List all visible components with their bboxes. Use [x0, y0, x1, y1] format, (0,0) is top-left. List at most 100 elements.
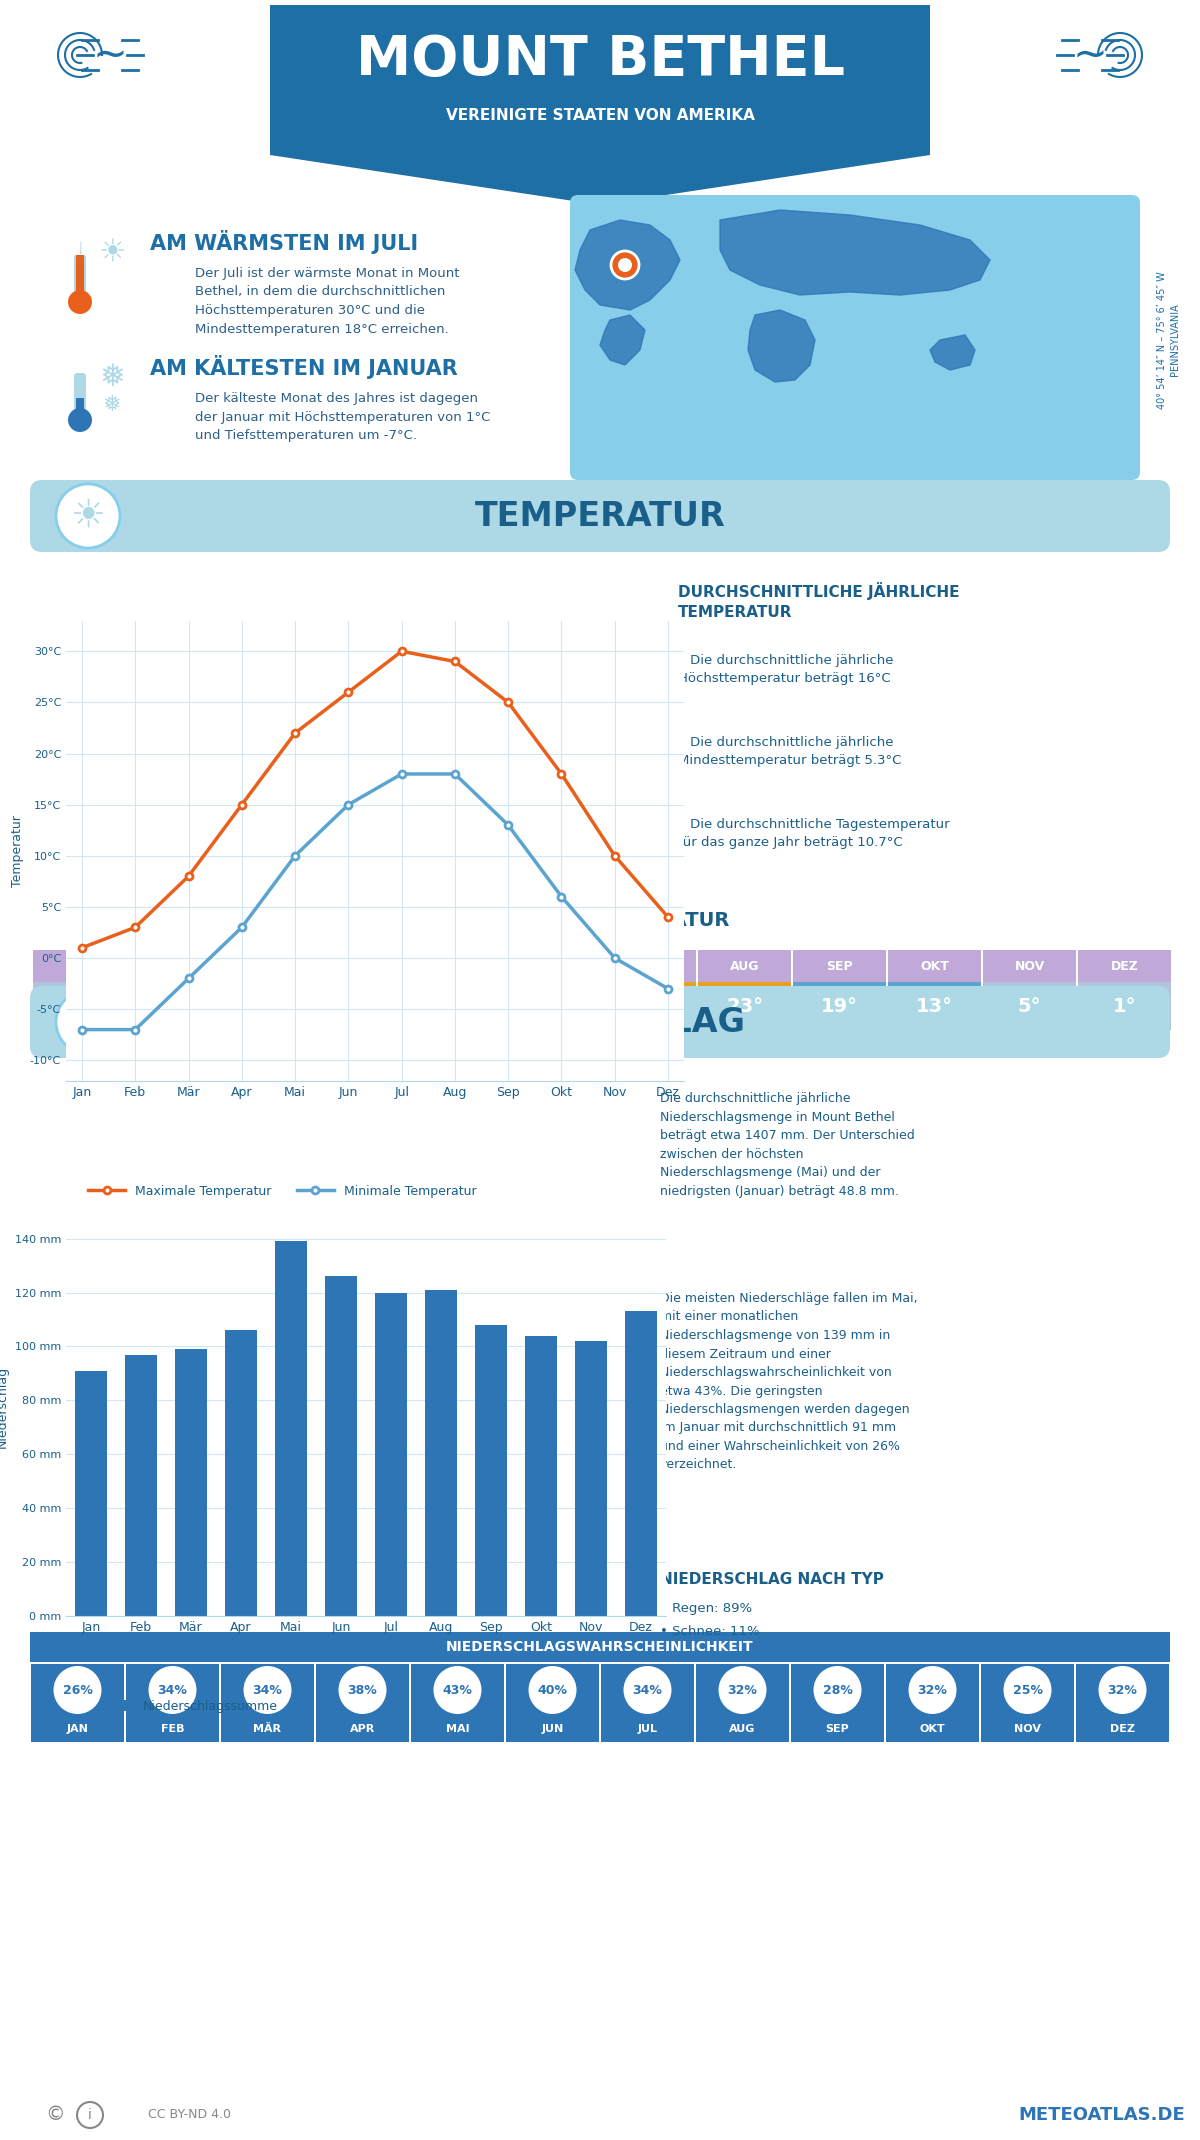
- Bar: [126, 1665, 220, 1742]
- Bar: [374, 1293, 407, 1616]
- Text: i: i: [88, 2108, 92, 2123]
- Text: ☀: ☀: [98, 238, 126, 268]
- Text: JAN: JAN: [67, 959, 92, 972]
- Bar: [793, 982, 886, 1029]
- Circle shape: [56, 991, 120, 1055]
- Text: 9°: 9°: [353, 997, 376, 1016]
- Text: JUN: JUN: [541, 1725, 564, 1733]
- Bar: [221, 1665, 314, 1742]
- Bar: [425, 1290, 457, 1616]
- Circle shape: [814, 1667, 862, 1714]
- Circle shape: [611, 250, 640, 278]
- Circle shape: [908, 1667, 956, 1714]
- Bar: [318, 950, 410, 982]
- Text: 34%: 34%: [632, 1684, 662, 1697]
- Minimale Temperatur: [288, 843, 302, 869]
- Bar: [1076, 1665, 1169, 1742]
- Text: 43%: 43%: [443, 1684, 473, 1697]
- Circle shape: [528, 1667, 576, 1714]
- FancyBboxPatch shape: [74, 255, 86, 300]
- Bar: [413, 982, 506, 1029]
- FancyBboxPatch shape: [570, 195, 1140, 479]
- Minimale Temperatur: [607, 946, 622, 972]
- Text: 20°: 20°: [536, 997, 572, 1016]
- Text: Die meisten Niederschläge fallen im Mai,
mit einer monatlichen
Niederschlagsmeng: Die meisten Niederschläge fallen im Mai,…: [660, 1293, 918, 1472]
- Text: • Regen: 89%: • Regen: 89%: [660, 1603, 752, 1616]
- Text: 40° 54’ 14″ N – 75° 6’ 45″ W: 40° 54’ 14″ N – 75° 6’ 45″ W: [1157, 272, 1166, 409]
- Polygon shape: [930, 336, 974, 370]
- Text: 19°: 19°: [821, 997, 858, 1016]
- Bar: [508, 982, 601, 1029]
- Text: 5°: 5°: [1018, 997, 1042, 1016]
- Text: JAN: JAN: [66, 1725, 89, 1733]
- Minimale Temperatur: [74, 1016, 89, 1042]
- Text: NIEDERSCHLAGSWAHRSCHEINLICHKEIT: NIEDERSCHLAGSWAHRSCHEINLICHKEIT: [446, 1639, 754, 1654]
- Text: NIEDERSCHLAG NACH TYP: NIEDERSCHLAG NACH TYP: [660, 1573, 884, 1588]
- Bar: [76, 255, 84, 300]
- Bar: [982, 1665, 1074, 1742]
- Text: 26%: 26%: [62, 1684, 92, 1697]
- Text: AUG: AUG: [730, 1725, 756, 1733]
- Text: DEZ: DEZ: [1110, 1725, 1135, 1733]
- Bar: [30, 1633, 1170, 1663]
- Text: AUG: AUG: [730, 959, 760, 972]
- Text: SEP: SEP: [826, 959, 853, 972]
- Bar: [34, 950, 126, 982]
- Text: 28%: 28%: [822, 1684, 852, 1697]
- Bar: [128, 982, 221, 1029]
- Text: ☂: ☂: [72, 1006, 104, 1040]
- Maximale Temperatur: [341, 678, 355, 704]
- Text: • Die durchschnittliche jährliche
Höchsttemperatur beträgt 16°C: • Die durchschnittliche jährliche Höchst…: [678, 655, 894, 685]
- Minimale Temperatur: [128, 1016, 143, 1042]
- Text: ∼: ∼: [92, 34, 127, 77]
- Bar: [413, 950, 506, 982]
- Text: MAI: MAI: [446, 959, 473, 972]
- Bar: [888, 982, 982, 1029]
- Circle shape: [244, 1667, 292, 1714]
- Circle shape: [1003, 1667, 1051, 1714]
- Maximale Temperatur: [395, 638, 409, 663]
- Minimale Temperatur: [448, 762, 462, 788]
- Bar: [275, 1241, 307, 1616]
- Text: CC BY-ND 4.0: CC BY-ND 4.0: [148, 2108, 230, 2121]
- Circle shape: [56, 484, 120, 548]
- Bar: [886, 1665, 979, 1742]
- Text: VEREINIGTE STAATEN VON AMERIKA: VEREINIGTE STAATEN VON AMERIKA: [445, 107, 755, 122]
- Text: Die durchschnittliche jährliche
Niederschlagsmenge in Mount Bethel
beträgt etwa : Die durchschnittliche jährliche Niedersc…: [660, 1091, 914, 1198]
- Minimale Temperatur: [235, 914, 250, 939]
- Text: • Schnee: 11%: • Schnee: 11%: [660, 1624, 760, 1637]
- Bar: [1078, 950, 1171, 982]
- Circle shape: [1098, 1667, 1146, 1714]
- Text: TEMPERATUR: TEMPERATUR: [475, 499, 725, 533]
- Bar: [475, 1325, 508, 1616]
- Bar: [698, 982, 791, 1029]
- Circle shape: [338, 1667, 386, 1714]
- Bar: [793, 950, 886, 982]
- Circle shape: [68, 291, 92, 315]
- Maximale Temperatur: [74, 935, 89, 961]
- Text: JUL: JUL: [637, 1725, 658, 1733]
- Bar: [575, 1342, 607, 1616]
- Text: 13°: 13°: [916, 997, 953, 1016]
- Text: DEZ: DEZ: [1110, 959, 1139, 972]
- Text: MOUNT BETHEL: MOUNT BETHEL: [355, 32, 845, 88]
- Circle shape: [624, 1667, 672, 1714]
- Circle shape: [149, 1667, 197, 1714]
- Bar: [74, 1372, 107, 1616]
- Text: • Die durchschnittliche jährliche
Mindesttemperatur beträgt 5.3°C: • Die durchschnittliche jährliche Mindes…: [678, 736, 901, 766]
- Bar: [1078, 982, 1171, 1029]
- Line: Maximale Temperatur: Maximale Temperatur: [78, 648, 672, 952]
- Text: 34%: 34%: [252, 1684, 282, 1697]
- Bar: [410, 1665, 504, 1742]
- Minimale Temperatur: [181, 965, 196, 991]
- Text: PENNSYLVANIA: PENNSYLVANIA: [1170, 304, 1180, 377]
- Bar: [625, 1312, 658, 1616]
- Text: 1°: 1°: [1112, 997, 1136, 1016]
- Bar: [318, 982, 410, 1029]
- Maximale Temperatur: [661, 905, 676, 931]
- Text: -3°: -3°: [64, 997, 95, 1016]
- FancyBboxPatch shape: [30, 479, 1170, 552]
- Text: FEB: FEB: [161, 959, 187, 972]
- Maximale Temperatur: [554, 762, 569, 788]
- Text: SEP: SEP: [826, 1725, 850, 1733]
